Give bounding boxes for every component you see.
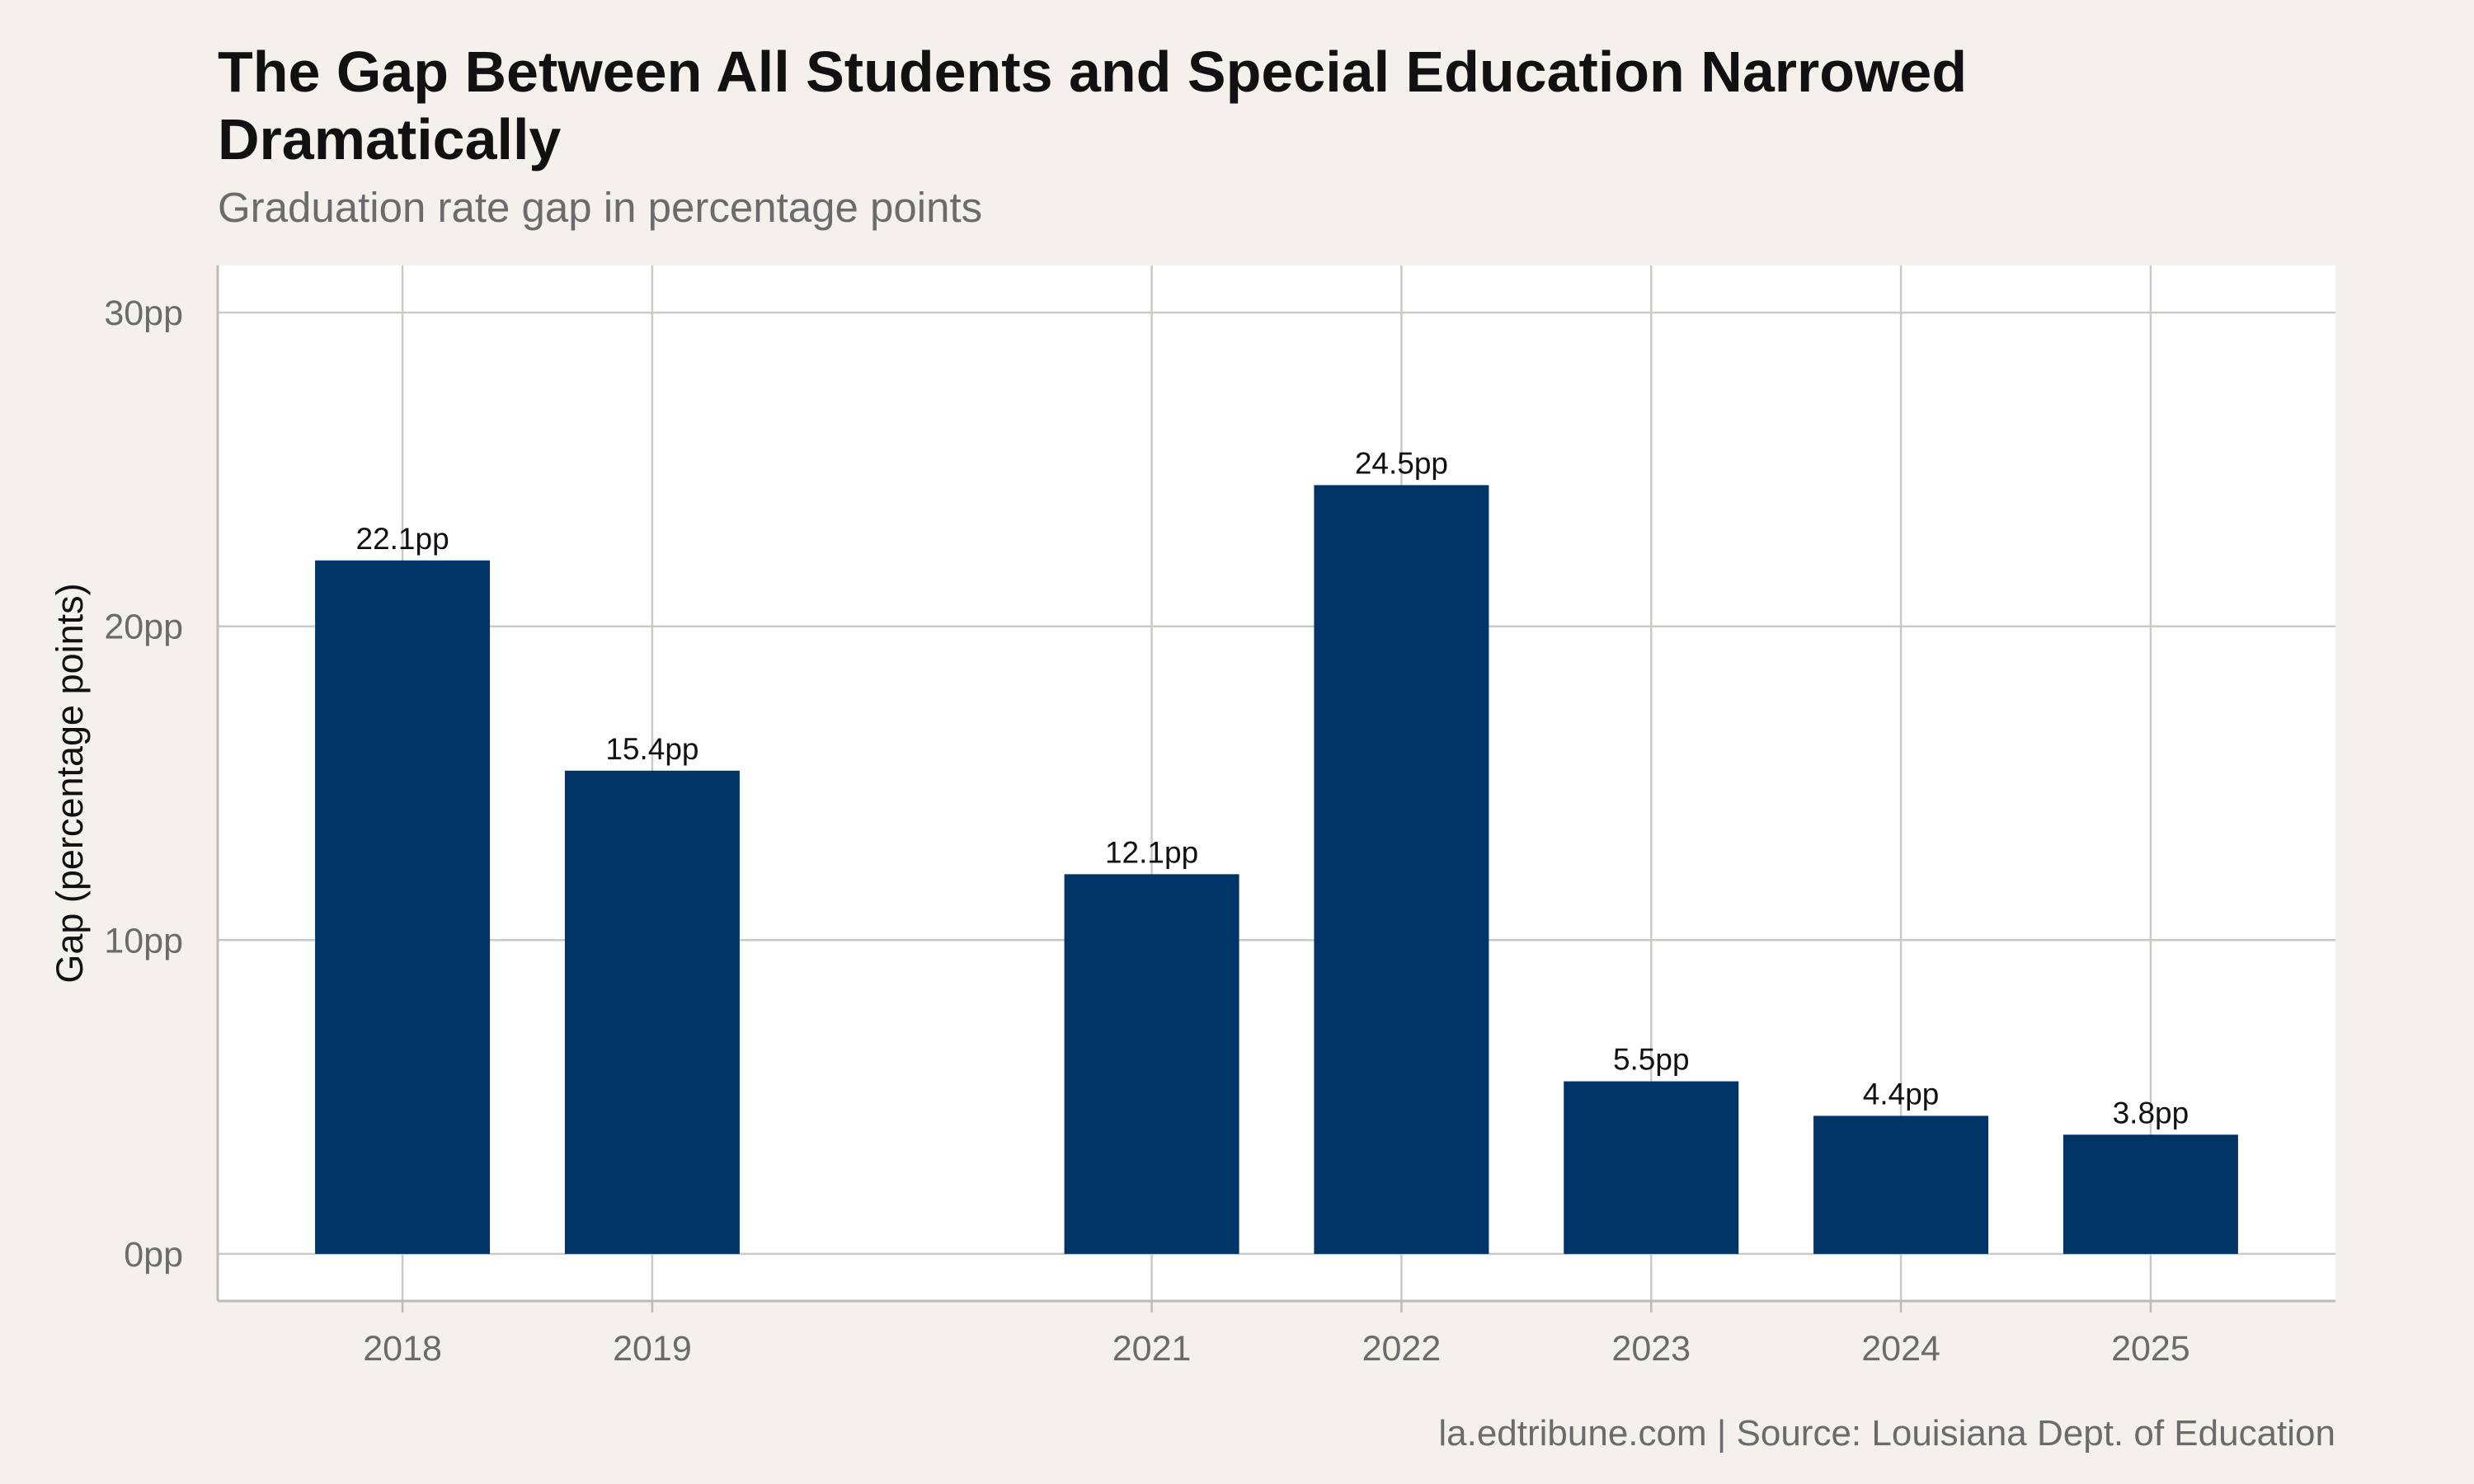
axes: 0pp 10pp 20pp 30pp 2018 2019 2021 2022 2023 2024 2… [104,265,2335,1369]
data-label-2023: 5.5pp [1613,1043,1690,1077]
data-label-2018: 22.1pp [356,522,449,556]
x-tick-label: 2023 [1611,1329,1691,1369]
y-tick-label: 30pp [104,294,183,333]
x-tick-label: 2022 [1362,1329,1442,1369]
bar-2018 [315,560,491,1254]
bar-2019 [564,770,740,1254]
data-label-2019: 15.4pp [605,732,698,766]
y-tick-label: 20pp [104,608,183,647]
x-tick-label: 2025 [2111,1329,2190,1369]
bar-2023 [1564,1081,1739,1254]
chart-caption: la.edtribune.com | Source: Louisiana Dep… [1438,1413,2335,1453]
data-label-2022: 24.5pp [1355,446,1448,480]
bar-2022 [1314,485,1489,1254]
x-tick-label: 2024 [1861,1329,1940,1369]
bar-2021 [1064,874,1239,1254]
plot-panel [218,265,2335,1301]
data-label-2021: 12.1pp [1105,835,1198,869]
bars [315,485,2238,1254]
y-tick-label: 10pp [104,921,183,960]
chart-title: The Gap Between All Students and Special… [218,40,1968,171]
y-axis-title: Gap (percentage points) [49,583,91,983]
x-tick-label: 2019 [613,1329,692,1369]
data-label-2024: 4.4pp [1863,1077,1940,1111]
x-tick-label: 2018 [363,1329,442,1369]
y-tick-label: 0pp [124,1235,183,1275]
chart-subtitle: Graduation rate gap in percentage points [218,184,983,231]
bar-2025 [2062,1134,2238,1254]
data-labels: 22.1pp 15.4pp 12.1pp 24.5pp 5.5pp 4.4pp 3.8pp [356,446,2189,1129]
x-tick-label: 2021 [1112,1329,1192,1369]
data-label-2025: 3.8pp [2113,1096,2189,1129]
bar-2024 [1813,1115,1989,1254]
